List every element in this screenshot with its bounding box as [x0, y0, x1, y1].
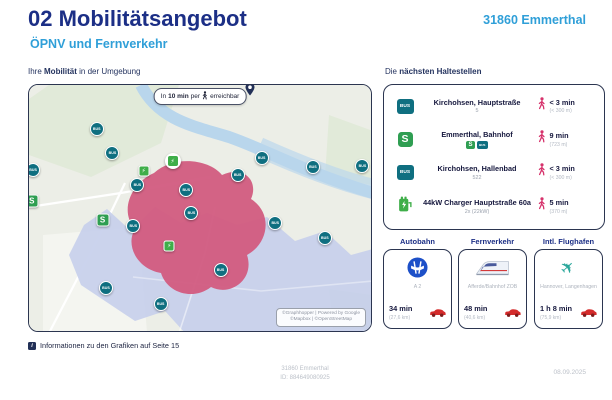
drive-distance: (27,6 km)	[389, 315, 411, 322]
graphics-info-note: i Informationen zu den Grafiken auf Seit…	[28, 341, 179, 350]
fernverkehr-station-name: Afferde/Bahnhof ZOB	[467, 283, 518, 290]
walk-icon	[537, 197, 546, 215]
car-icon	[504, 305, 521, 323]
walk-icon	[537, 163, 546, 181]
stop-walk-time: < 3 min	[549, 164, 575, 174]
location-label: 31860 Emmerthal	[483, 13, 586, 27]
footer-location: 31860 Emmerthal	[281, 366, 329, 372]
footer-report-meta: 31860 Emmerthal ID: 884649080925	[228, 365, 382, 384]
map-marker-bus[interactable]: BUS	[184, 205, 199, 220]
map-marker-chargersm[interactable]: ⚡	[163, 240, 175, 252]
page-title: 02 Mobilitätsangebot	[28, 6, 247, 31]
drive-time: 34 min	[389, 304, 413, 313]
fernverkehr-card: Afferde/Bahnhof ZOB 48 min (40,6 km)	[458, 249, 527, 329]
stop-title: Emmerthal, Bahnhof	[441, 129, 513, 139]
map-marker-bus[interactable]: BUS	[105, 146, 120, 161]
bus-mini-icon: BUS	[476, 140, 488, 150]
map-marker-bus[interactable]: BUS	[305, 160, 320, 175]
flughafen-card: ✈ Hannover, Langenhagen 1 h 8 min (75,9 …	[534, 249, 603, 329]
drive-distance: (75,9 km)	[540, 315, 562, 322]
info-icon: i	[28, 341, 36, 350]
charger-spec: 2x (22kW)	[464, 208, 490, 215]
stop-title: Kirchohsen, Hauptstraße	[433, 97, 521, 107]
map-marker-bus[interactable]: BUS	[89, 121, 104, 136]
map-marker-sbahn[interactable]: S	[96, 213, 110, 227]
flughafen-label: Intl. Flughafen	[542, 237, 595, 246]
drive-distance: (40,6 km)	[464, 315, 486, 322]
car-icon	[429, 305, 446, 323]
autobahn-label: Autobahn	[400, 237, 435, 246]
stop-title: 44kW Charger Hauptstraße 60a	[423, 198, 531, 208]
ev-charger-icon	[398, 196, 412, 217]
map-marker-bus[interactable]: BUS	[130, 178, 145, 193]
map-marker-bus[interactable]: BUS	[268, 215, 283, 230]
map-marker-sbahn[interactable]: S	[29, 194, 39, 208]
map-marker-bus[interactable]: BUS	[153, 296, 168, 311]
map-section-label: Ihre Mobilität in der Umgebung	[28, 67, 141, 76]
drive-time: 1 h 8 min	[540, 304, 573, 313]
map-marker-bus[interactable]: BUS	[213, 262, 228, 277]
stop-lines: 522	[472, 174, 482, 181]
map-marker-bus[interactable]: BUS	[29, 162, 41, 177]
stop-row-ev-charger: 44kW Charger Hauptstraße 60a 2x (22kW) 5…	[393, 196, 595, 217]
stop-row-emmerthal-bahnhof: S Emmerthal, Bahnhof S BUS 9 min (723 m)	[393, 130, 595, 150]
walk-icon	[537, 97, 546, 115]
footer-report-id: ID: 884649080925	[280, 375, 330, 382]
map-marker-chargersm[interactable]: ⚡	[138, 165, 150, 177]
stop-row-kirchohsen-hallenbad: BUS Kirchohsen, Hallenbad 522 < 3 min (<…	[393, 163, 595, 181]
fernverkehr-label: Fernverkehr	[470, 237, 515, 246]
nearest-stops-card: BUS Kirchohsen, Hauptstraße 5 < 3 min (<…	[383, 84, 605, 230]
stops-section-label: Die nächsten Haltestellen	[385, 67, 482, 76]
walk-icon	[537, 130, 546, 148]
plane-icon: ✈	[556, 255, 581, 280]
car-icon	[580, 305, 597, 323]
footer-date: 08.09.2025	[553, 369, 586, 376]
stop-walk-time: 9 min	[549, 131, 569, 141]
map-marker-bus[interactable]: BUS	[179, 182, 194, 197]
map-marker-bus[interactable]: BUS	[98, 280, 113, 295]
stop-title: Kirchohsen, Hallenbad	[437, 164, 517, 174]
stop-mode-badges: S BUS	[421, 140, 533, 150]
stop-distance: (723 m)	[549, 141, 568, 148]
stop-distance: (< 300 m)	[549, 108, 572, 115]
bus-badge-icon: BUS	[396, 164, 414, 180]
stop-row-kirchohsen-hauptstrasse: BUS Kirchohsen, Hauptstraße 5 < 3 min (<…	[393, 97, 595, 115]
map-attribution: ©Graphhopper | Powered by Google ©Mapbox…	[276, 307, 366, 327]
walk-icon	[202, 91, 208, 102]
stop-walk-time: 5 min	[549, 198, 569, 208]
ice-train-icon	[475, 255, 510, 280]
mobility-map[interactable]: BUS BUS BUS BUS BUS BUS BUS BUS BUS BUS BUS BUS BUS B…	[28, 84, 372, 332]
autobahn-name: A 2	[413, 283, 422, 290]
map-marker-bus[interactable]: BUS	[254, 150, 269, 165]
sbahn-mini-icon: S	[466, 140, 475, 150]
bus-badge-icon: BUS	[396, 98, 414, 114]
map-marker-bus[interactable]: BUS	[355, 159, 370, 174]
airport-name: Hannover, Langenhagen	[540, 283, 597, 290]
map-marker-bus[interactable]: BUS	[126, 219, 141, 234]
map-marker-bus[interactable]: BUS	[317, 230, 332, 245]
map-marker-charger[interactable]	[164, 153, 181, 170]
stop-distance: (370 m)	[549, 208, 568, 215]
autobahn-icon	[407, 255, 428, 280]
map-marker-bus[interactable]: BUS	[230, 167, 245, 182]
map-base-layers	[29, 85, 371, 331]
address-pin-icon	[245, 85, 255, 101]
page-subtitle: ÖPNV und Fernverkehr	[30, 37, 168, 51]
autobahn-card: A 2 34 min (27,6 km)	[383, 249, 452, 329]
stop-distance: (< 300 m)	[549, 174, 572, 181]
drive-time: 48 min	[464, 304, 488, 313]
stop-walk-time: < 3 min	[549, 97, 575, 107]
reachability-badge: In 10 min per erreichbar	[153, 88, 247, 105]
sbahn-badge-icon: S	[397, 131, 413, 147]
stop-lines: 5	[475, 108, 479, 115]
